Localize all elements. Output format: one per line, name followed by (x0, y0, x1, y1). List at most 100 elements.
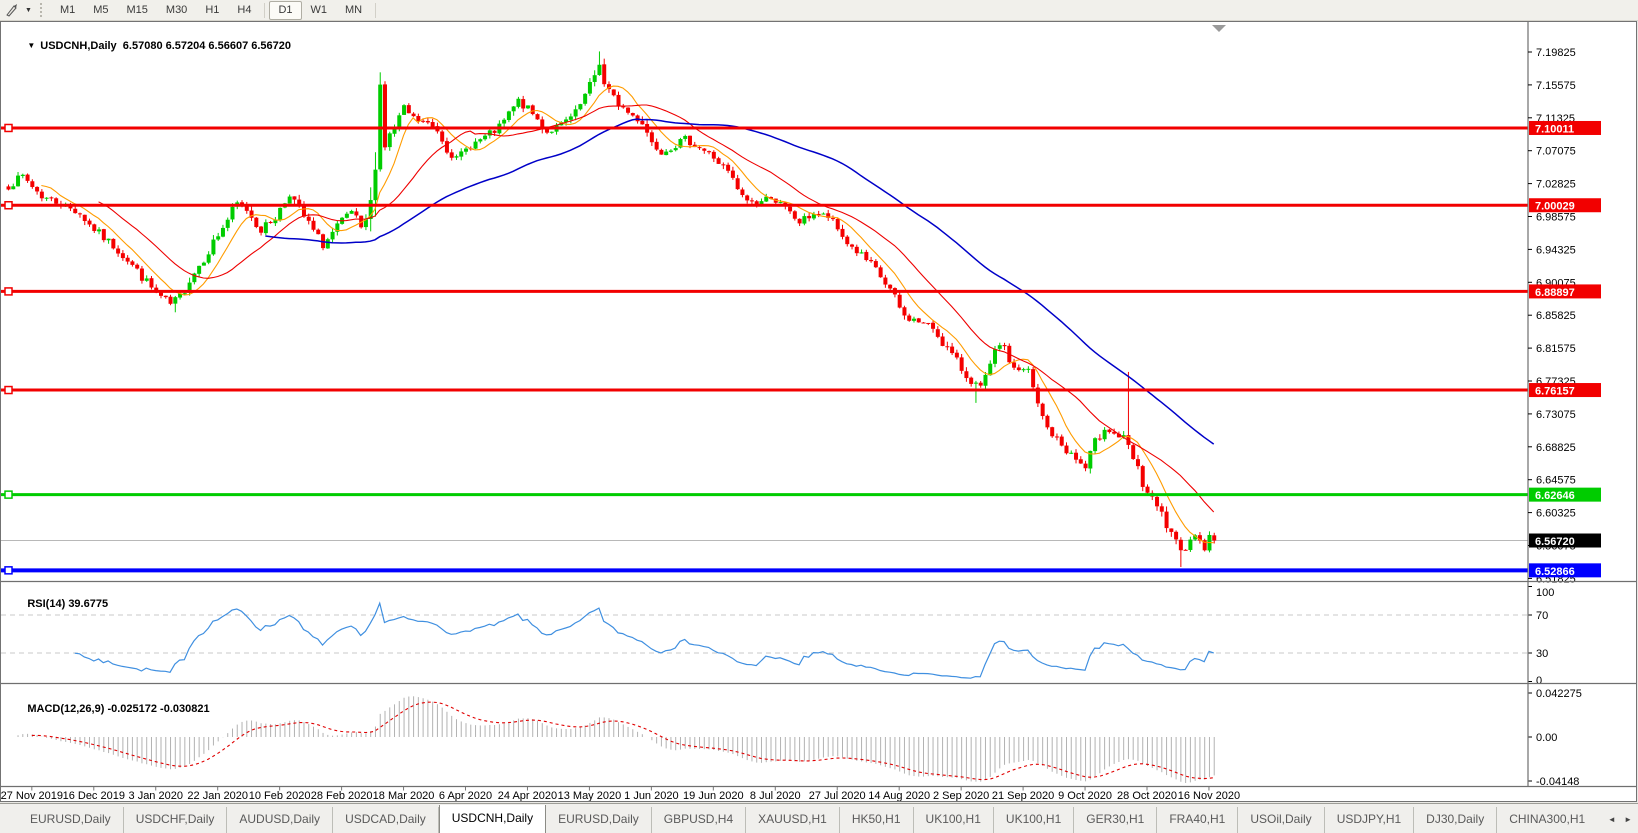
date-label: 22 Jan 2020 (187, 790, 248, 801)
hline-handle[interactable] (4, 385, 13, 395)
candle-body (859, 252, 864, 254)
candle-body (263, 222, 268, 234)
candle-body (926, 322, 931, 324)
toolbar-separator (264, 2, 266, 18)
candle-body (120, 253, 125, 259)
candle-body (387, 133, 392, 148)
candle-body (149, 278, 154, 288)
tab-scroll-right-icon[interactable]: ► (1624, 815, 1632, 824)
chart-tab-usdjpy-h1[interactable]: USDJPY,H1 (1325, 807, 1415, 833)
y-tick-label: 6.73075 (1536, 409, 1576, 421)
candle-body (440, 131, 445, 142)
chart-tab-usdchf-daily[interactable]: USDCHF,Daily (124, 807, 228, 833)
chart-tab-dj30-daily[interactable]: DJ30,Daily (1414, 807, 1498, 833)
candle-body (1069, 452, 1074, 454)
chart-tab-uk100-h1[interactable]: UK100,H1 (914, 807, 994, 833)
hline-6.76157[interactable] (1, 385, 1528, 395)
candle-body (97, 229, 102, 232)
chart-tab-china300-h1[interactable]: CHINA300,H1 (1497, 807, 1588, 833)
price-axis[interactable]: 7.198257.155757.113257.070757.028256.985… (1527, 22, 1601, 787)
candle-body (602, 64, 607, 85)
candle-body (1040, 403, 1045, 417)
timeframe-m30-button[interactable]: M30 (165, 3, 188, 16)
macd-pane[interactable]: 0.042275 0.00 -0.04148 (17, 688, 1582, 788)
candle-body (583, 93, 588, 104)
candle-body (549, 131, 554, 133)
candle-body (745, 195, 750, 201)
candle-body (721, 164, 726, 166)
tab-scroll-left-icon[interactable]: ◄ (1607, 815, 1616, 824)
chart-tab-audusd-daily[interactable]: AUDUSD,Daily (227, 807, 334, 833)
chart-tab-gbpusd-h4[interactable]: GBPUSD,H4 (652, 807, 747, 833)
candle-body (983, 374, 988, 386)
chart-tab-hk50-h1[interactable]: HK50,H1 (840, 807, 914, 833)
hline-handle[interactable] (4, 287, 13, 296)
chart-tab-usdcad-daily[interactable]: USDCAD,Daily (333, 807, 439, 833)
candle-body (287, 196, 292, 204)
ma-20-line[interactable] (98, 104, 1215, 513)
candle-body (392, 127, 397, 134)
candle-body (730, 170, 735, 178)
timeframe-h1-button[interactable]: H1 (205, 3, 220, 16)
candle-body (101, 229, 106, 241)
timeframe-mn-button[interactable]: MN (345, 3, 363, 16)
chart-tab-usdcnh-daily[interactable]: USDCNH,Daily (438, 805, 547, 833)
timeframe-m5-button[interactable]: M5 (93, 3, 109, 16)
chart-tab-usoil-daily[interactable]: USOil,Daily (1238, 807, 1325, 833)
chart-tab-ger30-h1[interactable]: GER30,H1 (1074, 807, 1158, 833)
ma-8-line[interactable] (41, 85, 1214, 544)
candle-body (30, 181, 35, 187)
collapse-triangle-icon[interactable]: ▼ (27, 41, 36, 50)
chart-tab-xauusd-h1[interactable]: XAUUSD,H1 (746, 807, 840, 833)
chart-shift-marker-icon[interactable] (1212, 25, 1226, 32)
price-chart[interactable]: 100 70 30 00.042275 0.00 -0.04148 7.19825 7.155… (1, 22, 1636, 801)
candle-body (511, 106, 516, 112)
candle-body (764, 196, 769, 202)
macd-signal-line[interactable] (31, 701, 1214, 781)
candle-body (1026, 368, 1031, 370)
rsi-line[interactable] (74, 601, 1214, 679)
timeframe-w1-button[interactable]: W1 (310, 3, 328, 16)
candle-body (125, 257, 130, 262)
candle-body (940, 336, 945, 346)
hline-handle[interactable] (4, 123, 13, 133)
candle-body (797, 218, 802, 224)
candle-body (1031, 369, 1036, 388)
chart-tab-uk100-h1[interactable]: UK100,H1 (994, 807, 1075, 833)
y-tick-label: 7.07075 (1536, 146, 1576, 158)
ma-55-line[interactable] (265, 118, 1215, 445)
candle-body (1035, 387, 1040, 404)
hline-6.52866[interactable] (1, 566, 1528, 575)
timeframe-m15-button[interactable]: M15 (126, 3, 148, 16)
candle-body (683, 136, 688, 139)
hline-handle[interactable] (4, 200, 13, 210)
candle-body (992, 349, 997, 364)
chart-tab-eurusd-daily[interactable]: EURUSD,Daily (546, 807, 652, 833)
candle-body (807, 215, 812, 219)
candle-body (16, 175, 21, 187)
hline-handle[interactable] (4, 566, 13, 575)
candle-body (630, 113, 635, 116)
hline-7.00029[interactable] (1, 200, 1528, 210)
timeframe-h4-button[interactable]: H4 (237, 3, 252, 16)
main-pane[interactable] (1, 25, 1528, 575)
rsi-pane[interactable]: 100 70 30 0 (1, 586, 1554, 688)
timeframe-d1-button[interactable]: D1 (269, 0, 302, 20)
chart-tab-eurusd-daily[interactable]: EURUSD,Daily (18, 807, 124, 833)
price-badge-label: 6.88897 (1535, 287, 1575, 299)
draw-cursor-tool-icon[interactable] (3, 2, 21, 18)
rsi-tick-label: 100 (1536, 587, 1554, 599)
candle-body (49, 197, 54, 199)
timeframe-m1-button[interactable]: M1 (59, 3, 76, 16)
hline-6.88897[interactable] (1, 287, 1528, 296)
candle-body (6, 186, 11, 190)
date-axis[interactable]: 27 Nov 2019 16 Dec 2019 3 Jan 2020 22 Jan 2… (1, 786, 1240, 802)
candle-body (969, 377, 974, 384)
chart-tab-fra40-h1[interactable]: FRA40,H1 (1157, 807, 1239, 833)
hline-7.10011[interactable] (1, 123, 1528, 133)
candle-body (1064, 445, 1069, 454)
hline-6.62646[interactable] (1, 490, 1528, 499)
candle-body (135, 264, 140, 269)
hline-handle[interactable] (4, 490, 13, 499)
tool-dropdown-caret-icon[interactable]: ▼ (25, 6, 32, 14)
